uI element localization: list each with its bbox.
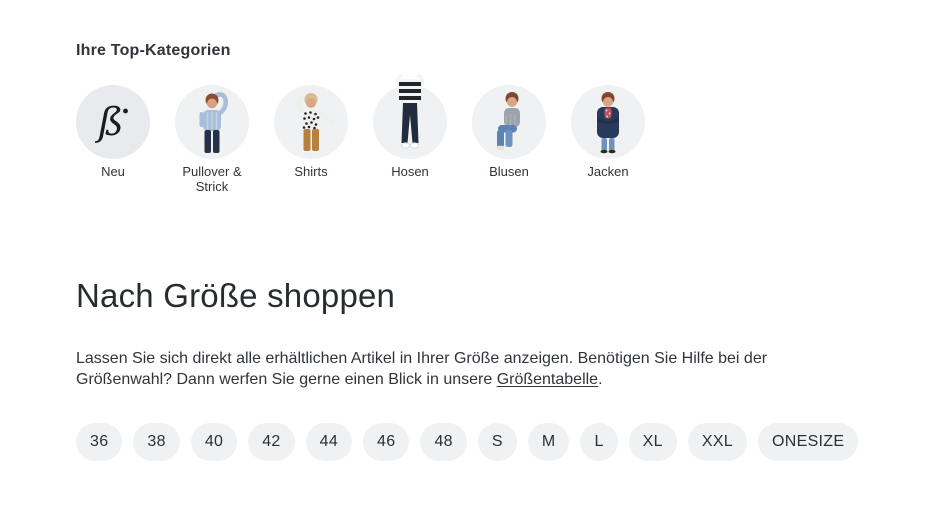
category-item[interactable]: Pullover & Strick: [175, 85, 249, 194]
size-section-title: Nach Größe shoppen: [76, 277, 396, 314]
category-label: Blusen: [489, 164, 529, 179]
size-pill-m[interactable]: M: [527, 423, 570, 461]
pullover-model-icon: [175, 85, 249, 159]
size-pill-onesize[interactable]: ONESIZE: [758, 423, 859, 461]
description-text-after: .: [598, 371, 603, 388]
category-label: Pullover & Strick: [182, 164, 242, 194]
category-item[interactable]: Blusen: [472, 85, 546, 194]
section-top-categories: Ihre Top-Kategorien ß Neu Pullover & Str…: [76, 42, 892, 194]
size-pill-46[interactable]: 46: [363, 423, 410, 461]
description-text: Lassen Sie sich direkt alle erhältlichen…: [76, 350, 768, 388]
jacken-model-icon: [571, 85, 645, 159]
category-label: Jacken: [587, 164, 629, 179]
category-item[interactable]: ß Neu: [76, 85, 150, 194]
size-pill-list: 36 38 40 42 44 46 48 S M L XL XXL ONESIZE: [76, 423, 892, 461]
size-pill-xxl[interactable]: XXL: [687, 423, 747, 461]
size-table-link[interactable]: Größentabelle: [496, 371, 599, 388]
size-pill-42[interactable]: 42: [248, 423, 295, 461]
top-categories-list: ß Neu Pullover & Strick Shirts Hosen Blu…: [76, 74, 892, 194]
category-label: Neu: [101, 164, 125, 179]
blusen-model-icon: [472, 85, 546, 159]
size-pill-40[interactable]: 40: [190, 423, 238, 461]
category-item[interactable]: Jacken: [571, 85, 645, 194]
category-item[interactable]: Shirts: [274, 85, 348, 194]
size-pill-36[interactable]: 36: [76, 423, 123, 461]
size-pill-xl[interactable]: XL: [628, 423, 677, 461]
category-item[interactable]: Hosen: [373, 74, 447, 194]
shirts-model-icon: [274, 85, 348, 159]
top-categories-title: Ihre Top-Kategorien: [76, 42, 231, 59]
size-pill-s[interactable]: S: [477, 423, 517, 461]
category-label: Hosen: [391, 164, 429, 179]
hosen-model-icon: [373, 74, 447, 159]
size-pill-44[interactable]: 44: [305, 423, 353, 461]
size-section-description: Lassen Sie sich direkt alle erhältlichen…: [76, 348, 828, 390]
page: Ihre Top-Kategorien ß Neu Pullover & Str…: [76, 42, 892, 461]
svg-text:ß: ß: [94, 100, 123, 144]
section-shop-by-size: Nach Größe shoppen Lassen Sie sich direk…: [76, 276, 892, 461]
category-label: Shirts: [294, 164, 328, 179]
size-pill-48[interactable]: 48: [420, 423, 467, 461]
brand-logo-icon: ß: [76, 85, 150, 159]
size-pill-l[interactable]: L: [580, 423, 618, 461]
size-pill-38[interactable]: 38: [133, 423, 180, 461]
